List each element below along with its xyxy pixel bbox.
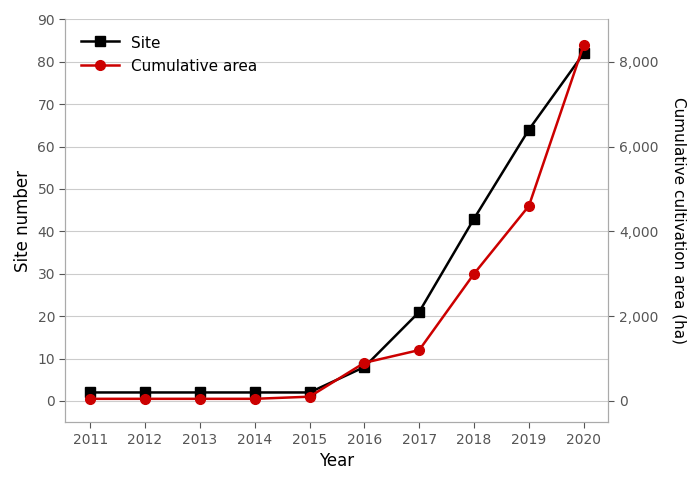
- Cumulative area: [470, 271, 478, 277]
- Site: [525, 127, 533, 133]
- Cumulative area: [195, 396, 204, 402]
- Cumulative area: [141, 396, 149, 402]
- Cumulative area: [415, 347, 424, 353]
- Cumulative area: [86, 396, 94, 402]
- Cumulative area: [305, 394, 314, 400]
- Line: Cumulative area: Cumulative area: [85, 40, 589, 404]
- Y-axis label: Cumulative cultivation area (ha): Cumulative cultivation area (ha): [671, 97, 686, 344]
- Site: [360, 364, 369, 370]
- Cumulative area: [360, 360, 369, 366]
- Cumulative area: [525, 203, 533, 209]
- Cumulative area: [580, 42, 588, 48]
- Site: [86, 390, 94, 395]
- Y-axis label: Site number: Site number: [14, 170, 32, 272]
- Site: [305, 390, 314, 395]
- Site: [470, 216, 478, 222]
- Line: Site: Site: [85, 48, 589, 397]
- Site: [251, 390, 259, 395]
- X-axis label: Year: Year: [319, 452, 354, 470]
- Site: [415, 309, 424, 315]
- Site: [141, 390, 149, 395]
- Site: [195, 390, 204, 395]
- Cumulative area: [251, 396, 259, 402]
- Legend: Site, Cumulative area: Site, Cumulative area: [73, 27, 265, 82]
- Site: [580, 50, 588, 56]
